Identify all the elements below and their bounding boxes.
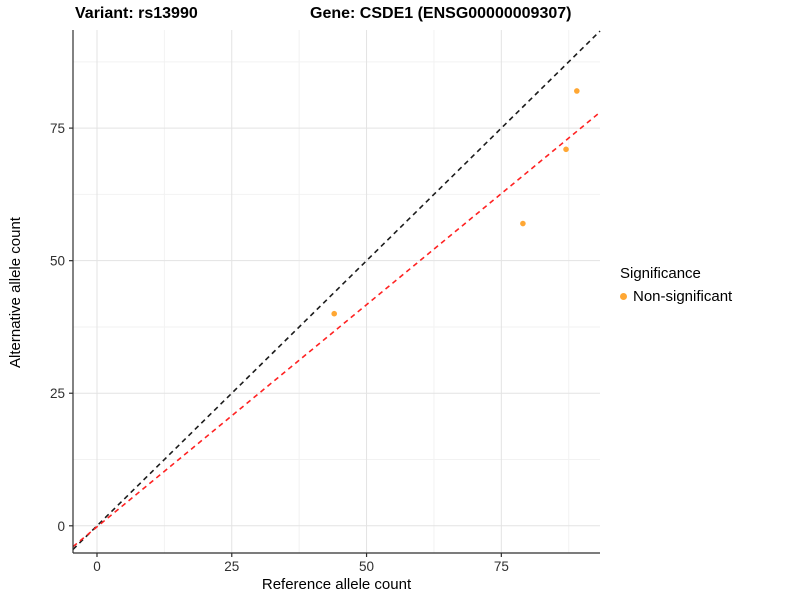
- x-tick-label: 75: [494, 559, 509, 574]
- x-tick-label: 50: [359, 559, 374, 574]
- x-tick-label: 25: [224, 559, 239, 574]
- legend-title: Significance: [620, 265, 701, 282]
- y-axis-title: Alternative allele count: [7, 217, 24, 368]
- y-tick-label: 0: [57, 519, 65, 534]
- legend: Significance Non-significant: [620, 265, 732, 305]
- y-tick-label: 25: [50, 386, 65, 401]
- x-tick-label: 0: [93, 559, 101, 574]
- fit-line: [72, 111, 601, 548]
- data-point: [520, 220, 526, 227]
- legend-item-label: Non-significant: [633, 288, 733, 305]
- variant-title: Variant: rs13990: [75, 5, 198, 22]
- data-point: [563, 146, 569, 153]
- gene-title: Gene: CSDE1 (ENSG00000009307): [310, 5, 572, 22]
- identity-line: [72, 30, 601, 550]
- data-point: [331, 310, 338, 317]
- data-point: [574, 88, 580, 94]
- y-tick-label: 75: [50, 121, 65, 136]
- y-tick-label: 50: [50, 254, 65, 269]
- legend-item: Non-significant: [620, 288, 732, 305]
- x-axis-title: Reference allele count: [261, 576, 412, 593]
- legend-point-icon: [620, 293, 627, 300]
